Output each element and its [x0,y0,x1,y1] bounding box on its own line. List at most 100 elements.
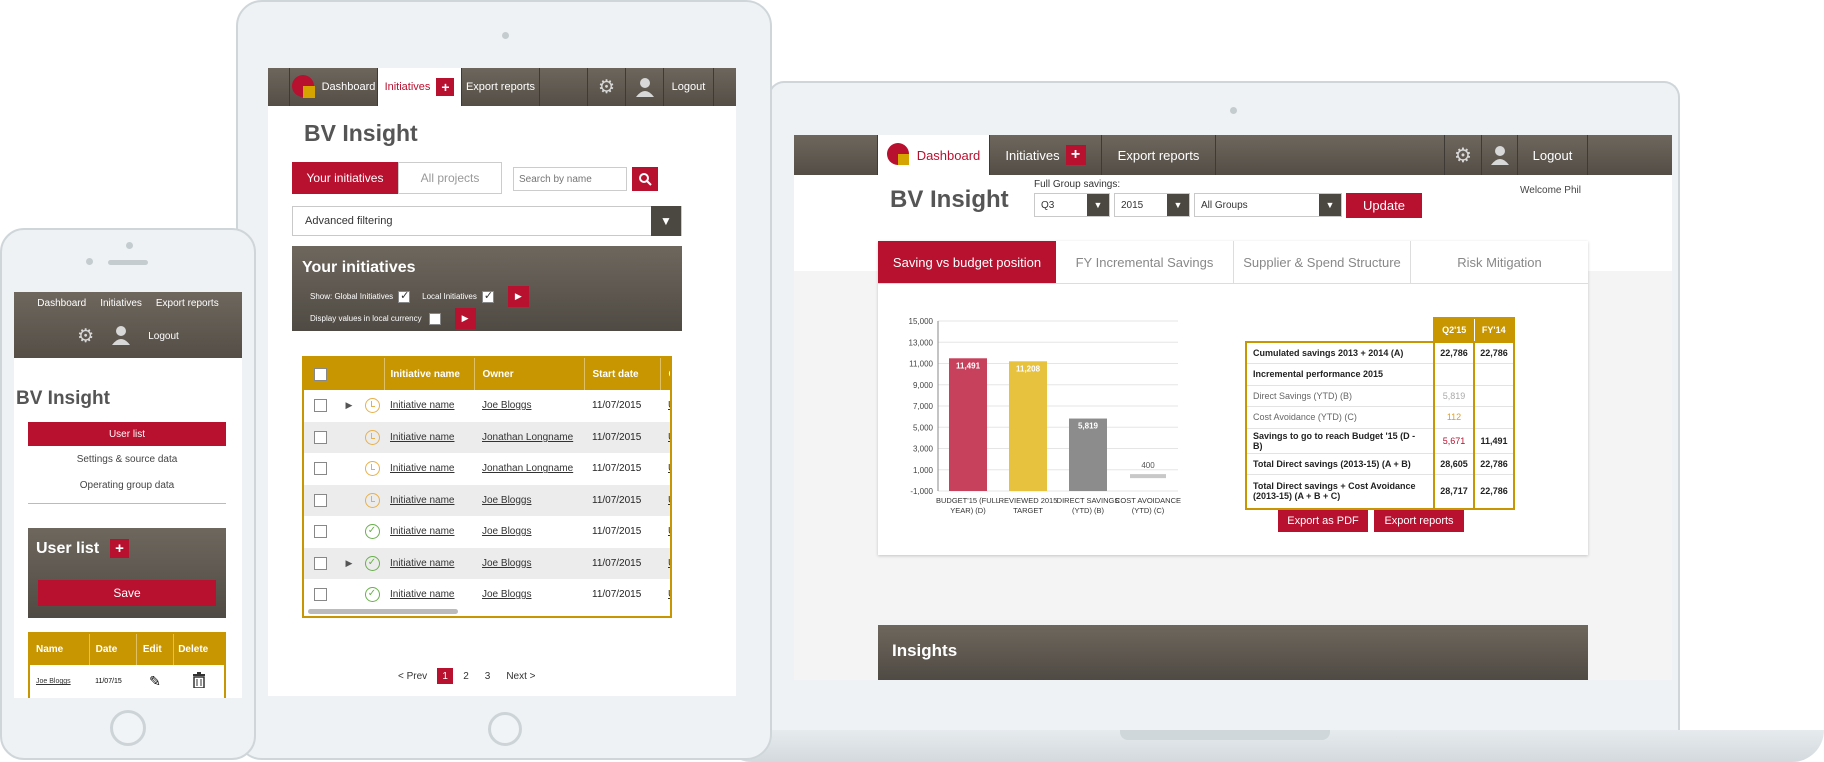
tablet-logout-button[interactable]: Logout [664,68,714,106]
advanced-filtering-select[interactable]: Advanced filtering ▼ [292,206,682,236]
row-checkbox[interactable] [314,525,327,539]
laptop-logout-button[interactable]: Logout [1518,135,1588,175]
laptop-nav-export-reports[interactable]: Export reports [1102,135,1216,175]
owner-link[interactable]: Jonathan Longname [482,431,574,443]
user-avatar-icon[interactable] [1482,135,1518,175]
initiative-name-link[interactable]: Initiative name [390,431,455,443]
initiative-name-link[interactable]: Initiative name [390,557,455,569]
pagination-next[interactable]: Next > [506,670,536,682]
add-user-icon[interactable]: + [110,539,129,558]
row-checkbox[interactable] [314,399,327,413]
tab-supplier-spend[interactable]: Supplier & Spend Structure [1234,241,1411,283]
country-link[interactable]: USA [668,526,670,537]
laptop-nav-dashboard[interactable]: Dashboard [878,135,990,175]
owner-link[interactable]: Joe Bloggs [482,589,532,601]
country-link[interactable]: USA [668,432,670,443]
country-link[interactable]: USA [668,495,670,506]
col-name[interactable]: Name [29,633,90,665]
menu-user-list[interactable]: User list [28,422,226,446]
user-avatar-icon[interactable] [110,324,132,349]
owner-link[interactable]: Joe Bloggs [482,557,532,569]
tab-all-projects[interactable]: All projects [398,162,502,194]
initiative-name-link[interactable]: Initiative name [390,526,455,538]
expand-row-icon[interactable]: ▶ [345,400,353,411]
quarter-select[interactable]: Q3 ▼ [1034,193,1110,217]
add-initiative-icon[interactable]: + [436,78,455,96]
apply-currency-button[interactable]: ▶ [454,308,476,329]
menu-settings-source[interactable]: Settings & source data [76,453,178,465]
page-2[interactable]: 2 [463,670,469,682]
country-link[interactable]: USA [668,400,670,411]
summary-fy-value [1473,385,1515,407]
year-select[interactable]: 2015 ▼ [1114,193,1190,217]
local-initiatives-checkbox[interactable] [481,289,494,303]
initiative-name-link[interactable]: Initiative name [390,463,455,475]
col-initiative-name[interactable]: Initiative name [383,358,474,390]
export-pdf-button[interactable]: Export as PDF [1278,510,1368,532]
search-button[interactable] [632,167,658,191]
save-button[interactable]: Save [38,580,216,606]
country-link[interactable]: USA [668,463,670,474]
country-link[interactable]: USA [668,589,670,600]
phone-logout-button[interactable]: Logout [148,331,179,342]
row-checkbox[interactable] [314,430,327,444]
horizontal-scrollbar[interactable] [308,609,458,614]
user-avatar-icon[interactable] [626,68,664,106]
group-select[interactable]: All Groups ▼ [1194,193,1342,217]
tab-fy-incremental[interactable]: FY Incremental Savings [1056,241,1234,283]
delete-trash-icon[interactable] [174,665,225,698]
tablet-nav-initiatives[interactable]: Initiatives + [378,68,462,106]
country-link[interactable]: USA [668,558,670,569]
row-checkbox[interactable] [314,588,327,602]
phone-nav-export-reports[interactable]: Export reports [155,298,219,309]
col-date[interactable]: Date [88,633,137,665]
select-all-checkbox[interactable] [314,367,327,381]
pending-clock-icon [364,398,380,414]
expand-row-icon[interactable]: ▶ [345,557,353,568]
row-checkbox[interactable] [314,556,327,570]
initiative-name-link[interactable]: Initiative name [390,494,455,506]
row-checkbox[interactable] [314,462,327,476]
page-3[interactable]: 3 [484,670,491,682]
tab-risk-mitigation[interactable]: Risk Mitigation [1457,254,1542,270]
update-button[interactable]: Update [1346,193,1422,218]
table-row[interactable]: Initiative name Joe Bloggs 11/07/2015 USA [304,484,670,516]
phone-nav-initiatives[interactable]: Initiatives [100,298,142,309]
owner-link[interactable]: Joe Bloggs [482,526,532,538]
table-row[interactable]: ✓ Initiative name Joe Bloggs 11/07/2015 USA [304,516,670,548]
edit-pencil-icon[interactable]: ✎ [149,673,161,689]
owner-link[interactable]: Joe Bloggs [482,494,532,506]
add-initiative-icon[interactable]: + [1065,145,1086,165]
export-reports-button[interactable]: Export reports [1374,510,1464,532]
global-initiatives-checkbox[interactable] [398,289,411,303]
apply-filter-button[interactable]: ▶ [507,286,529,307]
tab-saving-vs-budget[interactable]: Saving vs budget position [878,241,1056,283]
table-row[interactable]: ▶ Initiative name Joe Bloggs 11/07/2015 USA [304,390,670,422]
settings-gear-icon[interactable]: ⚙ [1445,135,1482,175]
pagination-prev[interactable]: < Prev [398,670,428,682]
table-row[interactable]: ▶ ✓ Initiative name Joe Bloggs 11/07/2015 USA [304,547,670,579]
search-input[interactable] [513,167,627,191]
settings-gear-icon[interactable]: ⚙ [588,68,626,106]
settings-gear-icon[interactable]: ⚙ [77,326,95,347]
row-checkbox[interactable] [314,493,327,507]
tablet-nav-dashboard[interactable]: Dashboard [290,68,378,106]
owner-link[interactable]: Joe Bloggs [482,400,532,412]
local-currency-checkbox[interactable] [428,312,441,325]
initiative-name-link[interactable]: Initiative name [390,400,455,412]
laptop-nav-initiatives[interactable]: Initiatives + [990,135,1102,175]
table-row[interactable]: ✓ Initiative name Joe Bloggs 11/07/2015 USA [304,579,670,611]
col-country[interactable]: Coun [659,358,670,390]
page-1[interactable]: 1 [437,668,454,684]
menu-operating-group[interactable]: Operating group data [79,479,175,491]
table-row[interactable]: Initiative name Jonathan Longname 11/07/20… [304,421,670,453]
col-owner[interactable]: Owner [473,358,584,390]
col-start-date[interactable]: Start date [583,358,660,390]
phone-nav-dashboard[interactable]: Dashboard [37,298,87,309]
tablet-nav-export-reports[interactable]: Export reports [462,68,540,106]
initiative-name-link[interactable]: Initiative name [390,589,455,601]
user-name-link[interactable]: Joe Bloggs [36,678,71,685]
tab-your-initiatives[interactable]: Your initiatives [292,162,398,194]
owner-link[interactable]: Jonathan Longname [482,463,574,475]
table-row[interactable]: Initiative name Jonathan Longname 11/07/20… [304,453,670,485]
